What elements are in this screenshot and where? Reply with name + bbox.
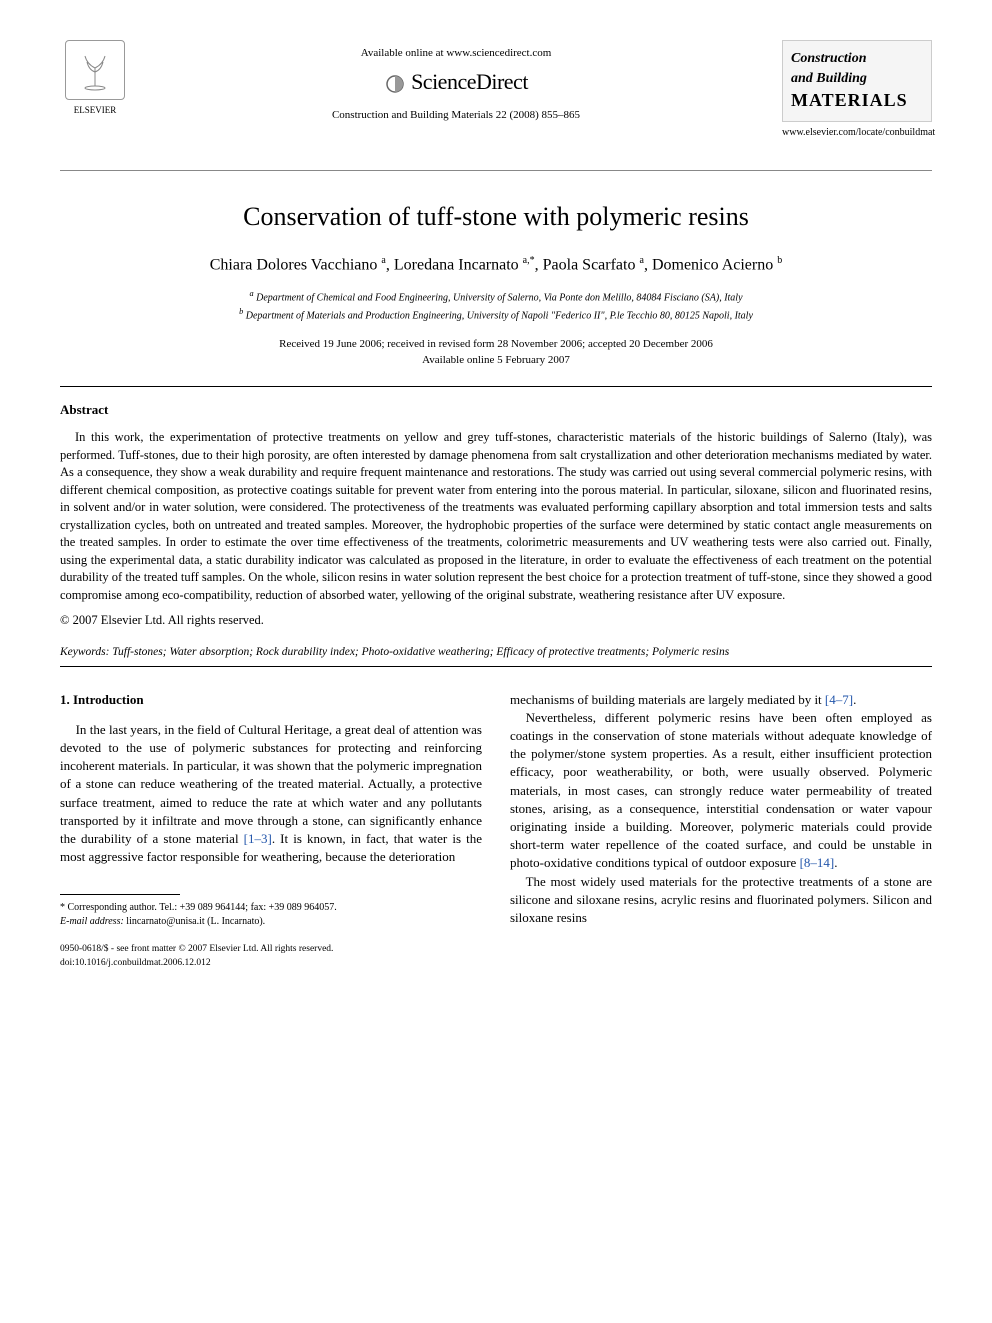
intro-p1-text-a: In the last years, in the field of Cultu…: [60, 722, 482, 846]
affiliation-a: Department of Chemical and Food Engineer…: [256, 293, 742, 304]
intro-paragraph-2: Nevertheless, different polymeric resins…: [510, 709, 932, 873]
keywords-label: Keywords:: [60, 646, 109, 658]
intro-p1c-text-b: .: [853, 692, 856, 707]
elsevier-tree-icon: [65, 40, 125, 100]
journal-logo: Construction and Building MATERIALS: [782, 40, 932, 122]
intro-paragraph-1-cont: mechanisms of building materials are lar…: [510, 691, 932, 709]
intro-paragraph-1: In the last years, in the field of Cultu…: [60, 721, 482, 867]
abstract-copyright: © 2007 Elsevier Ltd. All rights reserved…: [60, 612, 932, 630]
author-4: Domenico Acierno: [652, 256, 773, 273]
doi-line: doi:10.1016/j.conbuildmat.2006.12.012: [60, 957, 482, 970]
elsevier-label: ELSEVIER: [60, 104, 130, 117]
sciencedirect-swirl-icon: [384, 73, 406, 95]
ref-link-1-3[interactable]: [1–3]: [244, 831, 272, 846]
journal-logo-line2: and Building: [791, 71, 867, 86]
sciencedirect-text: ScienceDirect: [411, 69, 528, 94]
email-name: (L. Incarnato).: [207, 916, 265, 927]
elsevier-logo: ELSEVIER: [60, 40, 130, 117]
email-label: E-mail address:: [60, 916, 124, 927]
intro-p2-text-b: .: [834, 855, 837, 870]
received-line: Received 19 June 2006; received in revis…: [60, 337, 932, 352]
page-header: ELSEVIER Available online at www.science…: [60, 40, 932, 140]
front-matter-line: 0950-0618/$ - see front matter © 2007 El…: [60, 943, 482, 956]
online-date-line: Available online 5 February 2007: [60, 353, 932, 368]
section-1-heading: 1. Introduction: [60, 691, 482, 709]
email-address[interactable]: lincarnato@unisa.it: [126, 916, 204, 927]
front-matter-block: 0950-0618/$ - see front matter © 2007 El…: [60, 943, 482, 970]
available-online-text: Available online at www.sciencedirect.co…: [130, 46, 782, 61]
journal-url: www.elsevier.com/locate/conbuildmat: [782, 126, 932, 140]
article-dates: Received 19 June 2006; received in revis…: [60, 337, 932, 368]
ref-link-4-7[interactable]: [4–7]: [825, 692, 853, 707]
column-right: mechanisms of building materials are lar…: [510, 691, 932, 970]
article-title: Conservation of tuff-stone with polymeri…: [60, 199, 932, 235]
sciencedirect-logo: ScienceDirect: [130, 67, 782, 98]
journal-reference: Construction and Building Materials 22 (…: [130, 108, 782, 123]
header-row: ELSEVIER Available online at www.science…: [60, 40, 932, 140]
ref-link-8-14[interactable]: [8–14]: [800, 855, 835, 870]
abstract-heading: Abstract: [60, 401, 932, 419]
header-rule: [60, 170, 932, 171]
author-3-affil: a: [639, 255, 643, 266]
affiliation-b: Department of Materials and Production E…: [246, 310, 753, 321]
intro-paragraph-3: The most widely used materials for the p…: [510, 873, 932, 928]
author-line: Chiara Dolores Vacchiano a, Loredana Inc…: [60, 254, 932, 277]
corresponding-text: Corresponding author. Tel.: +39 089 9641…: [68, 902, 337, 913]
author-2-affil: a,*: [523, 255, 535, 266]
author-1-affil: a: [381, 255, 385, 266]
abstract-bottom-rule: [60, 666, 932, 667]
author-1: Chiara Dolores Vacchiano: [210, 256, 378, 273]
footnote-rule: [60, 894, 180, 895]
journal-logo-line3: MATERIALS: [791, 90, 908, 110]
abstract-top-rule: [60, 386, 932, 387]
journal-logo-line1: Construction: [791, 51, 866, 66]
affiliations: a Department of Chemical and Food Engine…: [60, 288, 932, 323]
abstract-body: In this work, the experimentation of pro…: [60, 429, 932, 604]
intro-p2-text-a: Nevertheless, different polymeric resins…: [510, 710, 932, 871]
keywords-text: Tuff-stones; Water absorption; Rock dura…: [112, 646, 729, 658]
author-4-affil: b: [777, 255, 782, 266]
journal-logo-block: Construction and Building MATERIALS www.…: [782, 40, 932, 140]
corresponding-author-footnote: * Corresponding author. Tel.: +39 089 96…: [60, 901, 482, 929]
header-center: Available online at www.sciencedirect.co…: [130, 40, 782, 128]
column-left: 1. Introduction In the last years, in th…: [60, 691, 482, 970]
keywords-line: Keywords: Tuff-stones; Water absorption;…: [60, 644, 932, 660]
author-3: Paola Scarfato: [543, 256, 636, 273]
author-2: Loredana Incarnato: [394, 256, 519, 273]
body-columns: 1. Introduction In the last years, in th…: [60, 691, 932, 970]
intro-p1c-text-a: mechanisms of building materials are lar…: [510, 692, 825, 707]
